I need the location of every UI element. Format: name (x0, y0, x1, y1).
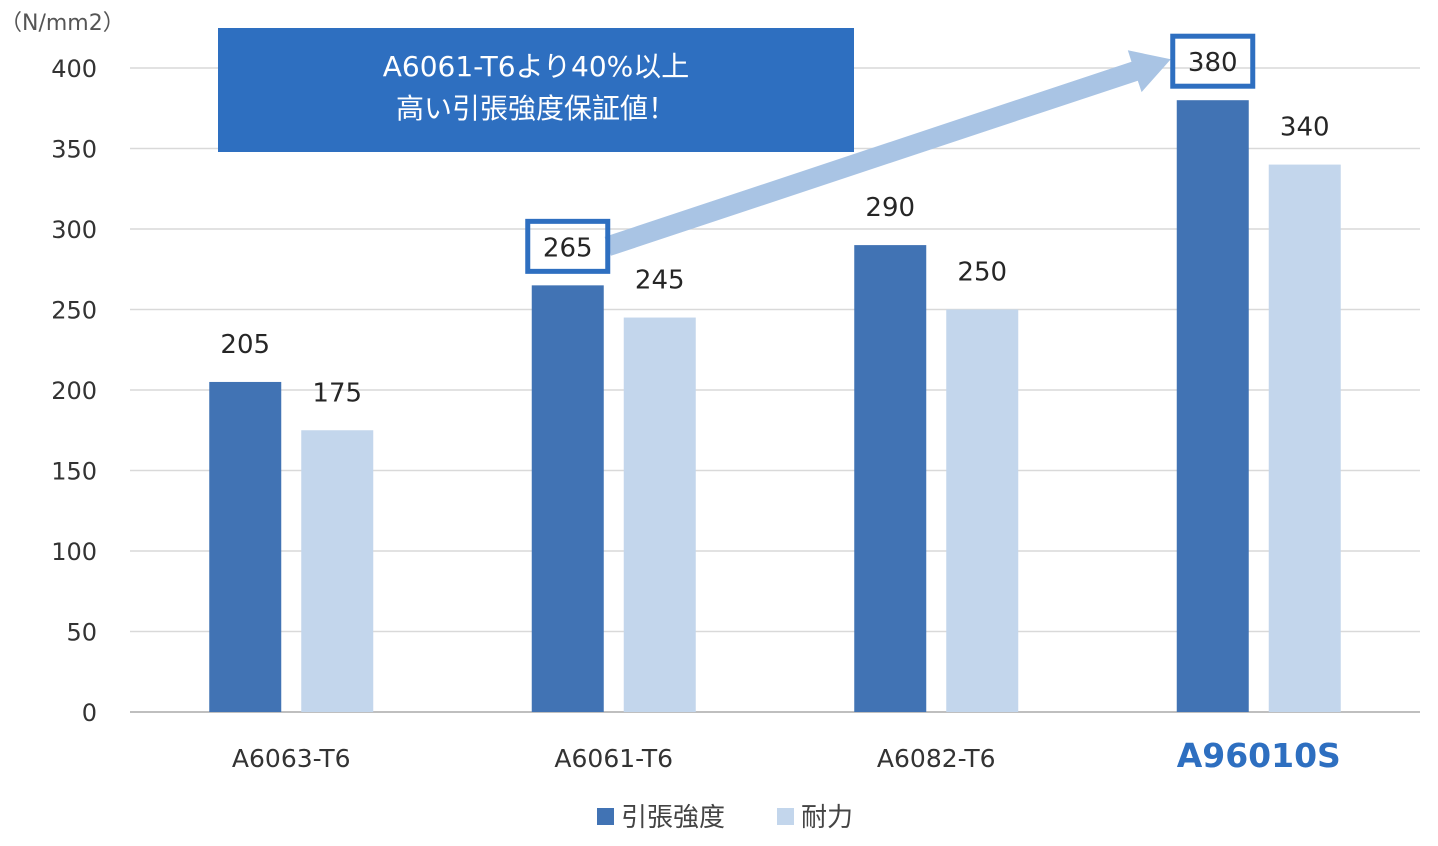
legend-swatch (597, 808, 614, 825)
data-label: 245 (635, 266, 685, 296)
bar (1176, 100, 1249, 712)
y-tick-label: 200 (51, 377, 97, 405)
legend-label: 引張強度 (621, 803, 725, 833)
data-label: 340 (1280, 113, 1330, 143)
data-label: 250 (957, 258, 1007, 288)
y-tick-label: 400 (51, 55, 97, 83)
highlight-box (525, 218, 611, 274)
legend: 引張強度 耐力 (597, 803, 853, 833)
y-tick-label: 300 (51, 216, 97, 244)
highlight-boxes (525, 33, 1256, 274)
bar (946, 309, 1019, 712)
bars (209, 100, 1341, 713)
y-tick-label: 50 (66, 619, 97, 647)
y-axis-unit-label: （N/mm2） (0, 11, 125, 36)
data-label: 290 (865, 193, 915, 223)
bar (1268, 164, 1341, 713)
y-axis-ticks: 0 50 100 150 200 250 300 350 400 (51, 55, 97, 727)
x-tick-label: A6082-T6 (877, 744, 996, 773)
callout-line-2: 高い引張強度保証値！ (396, 92, 676, 125)
y-tick-label: 250 (51, 297, 97, 325)
x-tick-label: A6063-T6 (232, 744, 351, 773)
highlight-box (1170, 33, 1256, 89)
callout-line-1: A6061-T6より40%以上 (383, 50, 690, 83)
y-tick-label: 100 (51, 538, 97, 566)
data-label: 205 (220, 330, 270, 360)
x-tick-label: A96010S (1177, 736, 1341, 775)
y-tick-label: 350 (51, 136, 97, 164)
callout-box (218, 28, 854, 152)
data-labels: 205 265 290 380 175 245 250 340 (220, 48, 1329, 408)
data-label: 175 (312, 378, 362, 408)
bar (854, 245, 927, 712)
comparison-arrow (604, 50, 1171, 256)
legend-label: 耐力 (801, 803, 853, 833)
legend-swatch (777, 808, 794, 825)
callout: A6061-T6より40%以上 高い引張強度保証値！ (218, 28, 854, 152)
bar (209, 381, 282, 712)
bar (623, 317, 696, 712)
bar (301, 430, 374, 712)
x-axis-ticks: A6063-T6 A6061-T6 A6082-T6 A96010S (232, 736, 1341, 775)
data-label: 265 (543, 233, 593, 263)
bar (531, 285, 604, 712)
y-tick-label: 0 (82, 699, 97, 727)
data-label: 380 (1188, 48, 1238, 78)
arrow-shape (604, 50, 1171, 256)
x-tick-label: A6061-T6 (554, 744, 673, 773)
y-tick-label: 150 (51, 458, 97, 486)
